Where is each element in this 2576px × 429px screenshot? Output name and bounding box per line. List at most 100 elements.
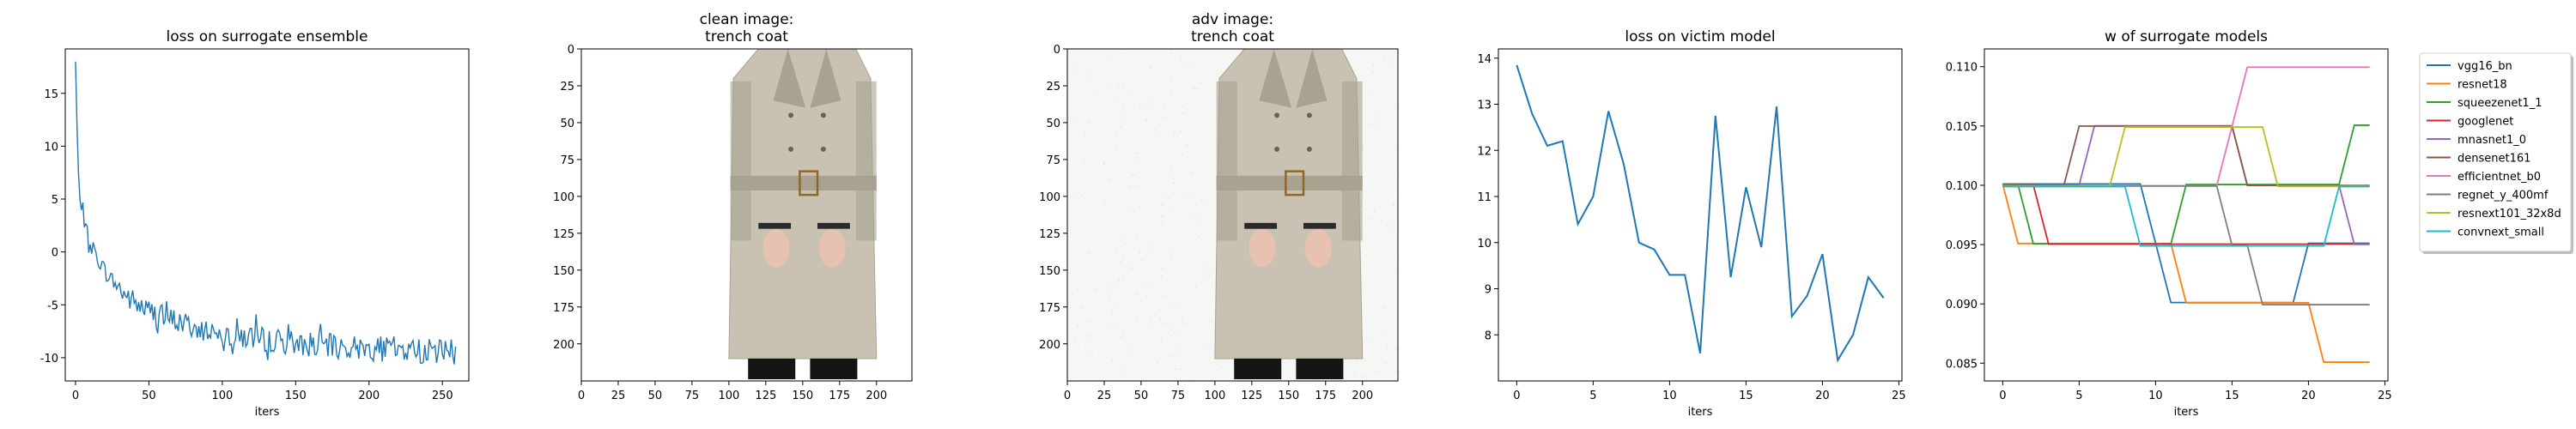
- x-tick-label: 15: [1739, 390, 1753, 402]
- right-sleeve: [855, 81, 877, 241]
- adv-noise: [1207, 132, 1210, 135]
- adv-noise: [1362, 341, 1364, 344]
- adv-noise: [1122, 105, 1125, 107]
- adv-noise: [1372, 70, 1375, 73]
- adv-noise: [1177, 245, 1180, 247]
- adv-noise: [1193, 87, 1195, 89]
- left-sleeve: [730, 81, 751, 241]
- adv-noise: [1221, 366, 1224, 368]
- adv-noise: [1074, 337, 1077, 340]
- series-line-convnext_small: [2002, 185, 2370, 247]
- adv-noise: [1388, 136, 1391, 139]
- adv-noise: [1389, 190, 1392, 192]
- adv-noise: [1079, 324, 1082, 327]
- adv-noise: [1173, 182, 1176, 184]
- adv-noise: [1378, 103, 1381, 106]
- adv-noise: [1115, 273, 1116, 275]
- left-leg: [748, 358, 796, 379]
- y-tick-label: 50: [560, 118, 574, 130]
- adv-noise: [1151, 339, 1154, 341]
- coat-button: [1306, 146, 1312, 152]
- adv-noise: [1120, 125, 1122, 128]
- adv-noise: [1207, 346, 1210, 348]
- adv-noise: [1114, 258, 1116, 261]
- plot-frame: [1498, 48, 1903, 382]
- y-tick-label: 100: [553, 191, 574, 204]
- legend-label: densenet161: [2458, 153, 2530, 166]
- x-tick-label: 20: [1815, 390, 1830, 402]
- chart-title: w of surrogate models: [2105, 28, 2268, 45]
- adv-noise: [1068, 340, 1071, 342]
- adv-noise: [1206, 146, 1208, 148]
- image-frame: [1066, 48, 1399, 382]
- adv-noise: [1122, 257, 1125, 260]
- adv-noise: [1160, 203, 1163, 206]
- adv-noise: [1111, 311, 1114, 312]
- adv-noise: [1182, 205, 1183, 208]
- adv-noise: [1173, 131, 1176, 134]
- y-tick-label: 100: [1039, 191, 1060, 204]
- y-tick-label: 9: [1485, 284, 1492, 297]
- x-tick-label: 175: [829, 390, 850, 402]
- y-tick-label: 25: [560, 81, 574, 94]
- adv-noise: [1195, 347, 1198, 349]
- adv-noise: [1182, 361, 1185, 364]
- adv-noise: [1115, 57, 1118, 59]
- adv-noise: [1143, 122, 1145, 124]
- adv-noise: [1153, 203, 1155, 206]
- legend-label: vgg16_bn: [2458, 60, 2512, 73]
- left-cuff: [758, 222, 792, 229]
- adv-noise: [1179, 368, 1182, 370]
- adv-noise: [1137, 317, 1139, 319]
- adv-noise: [1357, 360, 1359, 362]
- adv-noise: [1209, 321, 1212, 323]
- adv-noise: [1368, 247, 1370, 250]
- coat-button: [788, 112, 794, 118]
- chart-adv-image: 0 25 50 75 100 125 150 175 200 0 25 50 75 100 125 150 17…: [1039, 11, 1400, 402]
- adv-noise: [1190, 172, 1193, 174]
- y-tick-label: 5: [52, 194, 58, 207]
- x-tick-label: 100: [1204, 390, 1225, 402]
- coat-button: [820, 112, 826, 118]
- adv-noise: [1192, 378, 1194, 381]
- adv-noise: [1087, 96, 1090, 99]
- adv-noise: [1180, 136, 1182, 138]
- adv-noise: [1181, 108, 1182, 111]
- adv-noise: [1394, 196, 1397, 199]
- adv-noise: [1125, 242, 1127, 245]
- adv-noise: [1200, 199, 1203, 202]
- adv-noise: [1154, 129, 1157, 131]
- adv-noise: [1115, 208, 1117, 211]
- x-tick-label: 125: [755, 390, 776, 402]
- x-tick-label: 175: [1315, 390, 1336, 402]
- adv-noise: [1090, 137, 1092, 140]
- adv-noise: [1375, 371, 1377, 373]
- adv-noise: [1122, 278, 1124, 281]
- adv-noise: [1167, 196, 1170, 199]
- adv-noise: [1362, 146, 1364, 148]
- adv-noise: [1133, 365, 1136, 367]
- adv-noise: [1364, 322, 1366, 324]
- adv-noise: [1149, 102, 1151, 105]
- adv-noise: [1205, 65, 1207, 68]
- adv-noise: [1170, 329, 1172, 331]
- x-tick-label: 100: [718, 390, 739, 402]
- x-tick-label: 25: [1892, 390, 1906, 402]
- adv-noise: [1111, 175, 1114, 178]
- adv-noise: [1096, 139, 1098, 142]
- x-tick-label: 75: [1171, 390, 1186, 402]
- adv-noise: [1106, 277, 1109, 280]
- adv-noise: [1152, 303, 1155, 305]
- adv-noise: [1136, 237, 1139, 239]
- adv-noise: [1116, 147, 1119, 149]
- adv-noise: [1376, 287, 1379, 289]
- x-tick-label: 5: [2075, 390, 2082, 402]
- legend-label: resnext101_32x8d: [2458, 208, 2561, 221]
- adv-noise: [1081, 345, 1084, 347]
- x-tick-label: 25: [611, 390, 626, 402]
- x-axis-label: iters: [1688, 406, 1713, 419]
- adv-noise: [1100, 163, 1102, 166]
- adv-noise: [1088, 121, 1091, 124]
- adv-noise: [1078, 161, 1080, 164]
- y-tick-label: 12: [1477, 145, 1492, 158]
